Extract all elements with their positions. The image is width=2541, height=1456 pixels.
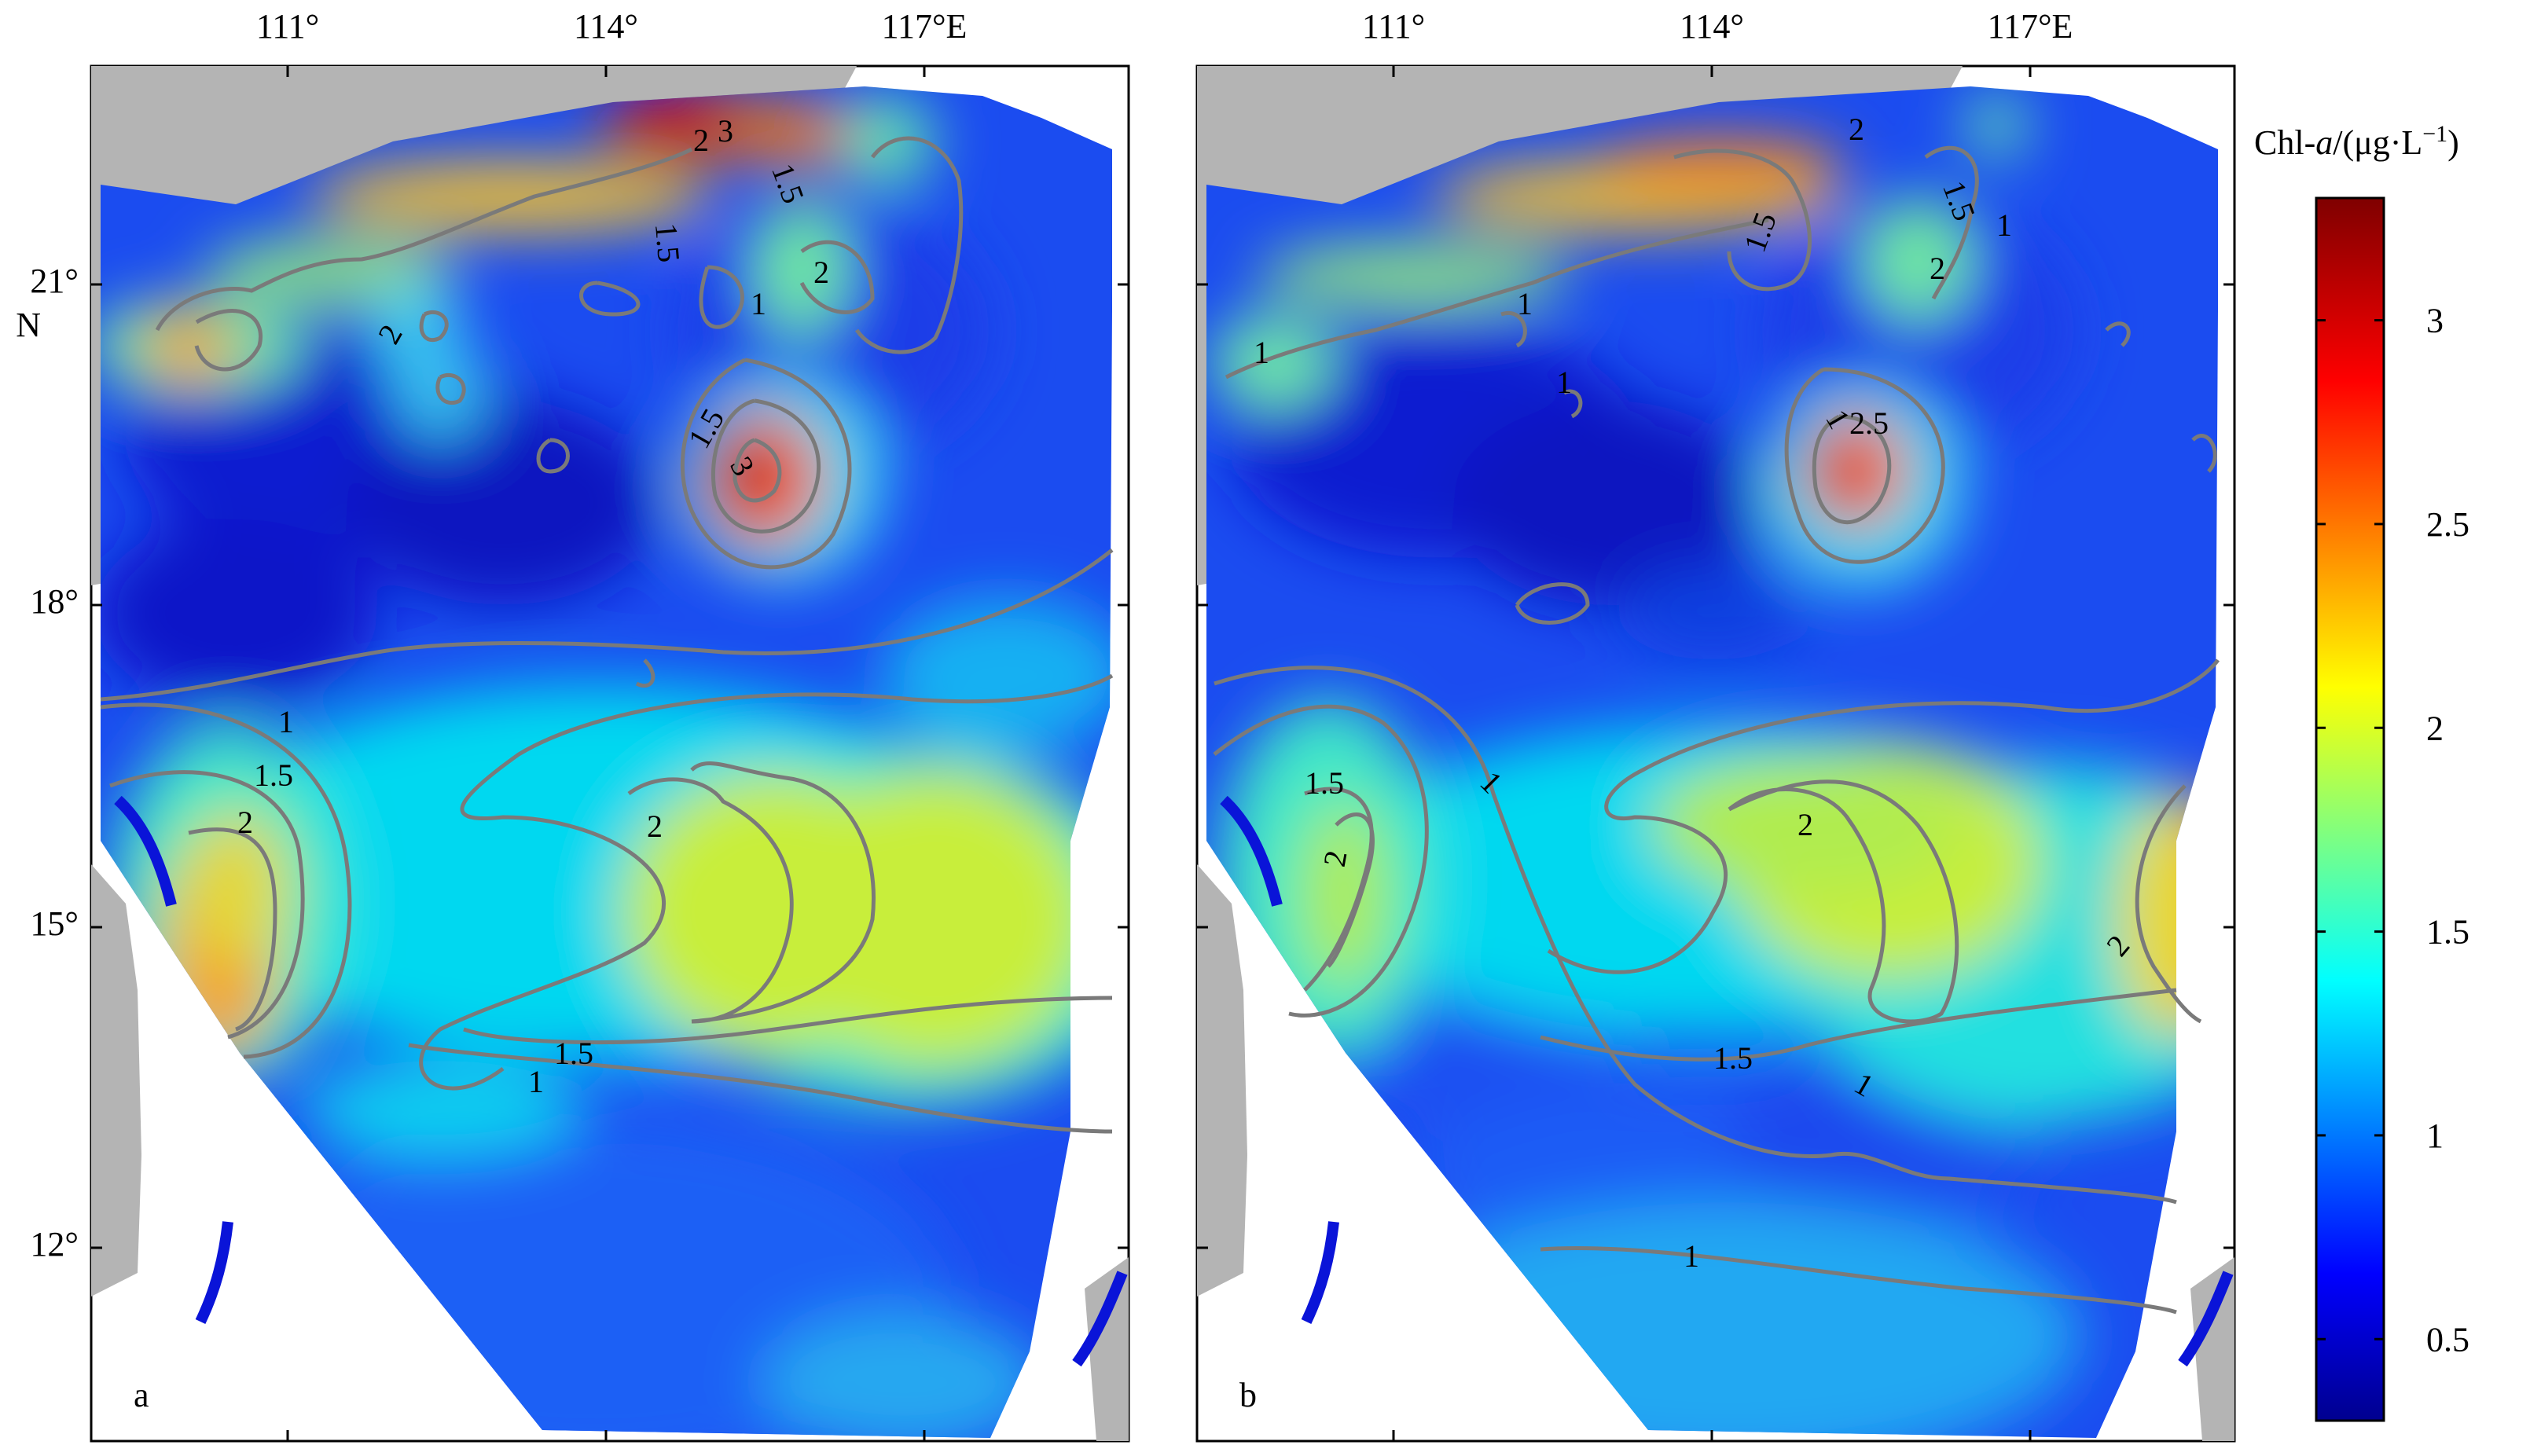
colorbar-tick-label: 1.5: [2426, 913, 2469, 952]
y-tick-label: N: [16, 306, 41, 344]
contour-label: 2: [813, 255, 829, 290]
contour-label: 1.5: [254, 757, 293, 793]
colorbar-title: Chl-a/(μg·L−1): [2254, 121, 2459, 163]
x-tick-label: 111°: [1362, 7, 1425, 46]
x-tick-label: 114°: [574, 7, 638, 46]
x-tick-label: 117°E: [882, 7, 968, 46]
contour-label: 1: [1517, 286, 1533, 321]
map-panel-b: 2 1.5 1.5 1 2 1 1 1 2.5 1 1.5 2 1 2 1.5 …: [1195, 64, 2236, 1443]
panel-b-arc-markers: [1220, 795, 2234, 1367]
y-axis-labels: 21° N 18° 15° 12°: [16, 262, 79, 1263]
contour-label: 2: [237, 805, 253, 840]
panel-b-contours: [1213, 145, 2220, 1315]
contour-label: 2: [1849, 112, 1864, 147]
colorbar-tick-label: 2.5: [2426, 505, 2469, 544]
panel-letter-b: b: [1239, 1376, 1257, 1414]
contour-label: 2: [1930, 251, 1945, 286]
contour-label: 2: [1797, 807, 1813, 842]
contour-label: 1: [1254, 335, 1269, 370]
y-tick-label: 21°: [30, 262, 79, 300]
contour-label: 2: [647, 809, 663, 844]
contour-label: 2: [693, 123, 709, 158]
colorbar-gradient: [2315, 196, 2385, 1422]
contour-label: 1: [278, 704, 294, 739]
x-tick-label: 114°: [1680, 7, 1744, 46]
contour-label: 1: [528, 1064, 544, 1099]
panel-b-ticks: [1197, 66, 2234, 1441]
contour-label: 1: [751, 286, 766, 321]
y-tick-label: 15°: [30, 904, 79, 943]
contour-label: 1: [1556, 365, 1572, 400]
y-tick-label: 12°: [30, 1225, 79, 1263]
contour-label: 1.5: [1713, 1040, 1753, 1076]
colorbar-tick-label: 2: [2426, 709, 2444, 747]
x-tick-label: 117°E: [1988, 7, 2073, 46]
colorbar-tick-label: 3: [2426, 302, 2444, 340]
contour-label: 3: [718, 113, 733, 149]
panel-a-arc-markers: [114, 795, 1128, 1367]
colorbar-ticks: 3 2.5 2 1.5 1 0.5: [2316, 302, 2469, 1359]
colorbar-tick-label: 0.5: [2426, 1320, 2469, 1359]
x-axis-labels-panel-b: 111° 114° 117°E: [1362, 7, 2073, 46]
map-panel-a: 2 3 1.5 1.5 2 1 2 1.5 3 1 1.5 2 2 1.5 1 …: [90, 64, 1130, 1443]
contour-label: 1.5: [554, 1036, 593, 1071]
contour-label: 1: [1684, 1238, 1699, 1274]
x-axis-labels-panel-a: 111° 114° 117°E: [256, 7, 968, 46]
panel-a-ticks: [91, 66, 1129, 1441]
contour-label: 1.5: [648, 222, 687, 264]
y-tick-label: 18°: [30, 582, 79, 621]
colorbar: Chl-a/(μg·L−1) 3 2.5 2 1.5 1 0.5: [2254, 121, 2469, 1422]
contour-label: 2.5: [1849, 405, 1889, 441]
contour-label: 1.5: [1305, 765, 1344, 801]
panel-letter-a: a: [134, 1376, 149, 1414]
panel-a-contours: [100, 136, 1114, 1134]
colorbar-tick-label: 1: [2426, 1117, 2444, 1155]
contour-label: 1: [1996, 207, 2012, 243]
x-tick-label: 111°: [256, 7, 319, 46]
